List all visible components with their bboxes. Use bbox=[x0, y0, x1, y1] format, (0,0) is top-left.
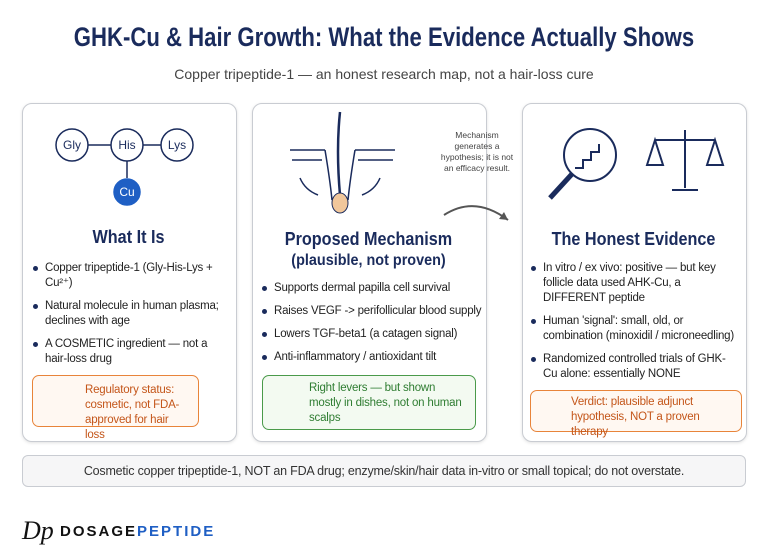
footer-note: Cosmetic copper tripeptide-1, NOT an FDA… bbox=[22, 455, 746, 487]
bullet-list: In vitro / ex vivo: positive — but key f… bbox=[531, 261, 737, 390]
bullet: Supports dermal papilla cell survival bbox=[262, 281, 482, 296]
bullet: Natural molecule in human plasma; declin… bbox=[33, 299, 229, 329]
brand-logo: Dp bbox=[22, 516, 54, 545]
bullet: Human 'signal': small, old, or combinati… bbox=[531, 314, 737, 344]
bullet-list: Supports dermal papilla cell survival Ra… bbox=[262, 281, 482, 373]
node-label: His bbox=[118, 138, 135, 152]
card-heading: What It Is bbox=[92, 227, 165, 247]
callout: Right levers — but shown mostly in dishe… bbox=[262, 375, 476, 430]
node-label: Cu bbox=[119, 185, 134, 199]
card-heading: Proposed Mechanism bbox=[284, 229, 453, 249]
subtitle: Copper tripeptide-1 — an honest research… bbox=[174, 66, 594, 82]
bullet: Raises VEGF -> perifollicular blood supp… bbox=[262, 304, 482, 319]
bullet: Lowers TGF-beta1 (a catagen signal) bbox=[262, 327, 482, 342]
bullet: In vitro / ex vivo: positive — but key f… bbox=[531, 261, 737, 306]
title: GHK-Cu & Hair Growth: What the Evidence … bbox=[73, 22, 695, 52]
bullet-list: Copper tripeptide-1 (Gly-His-Lys + Cu²⁺)… bbox=[33, 261, 229, 375]
brand-part: PEPTIDE bbox=[137, 523, 216, 540]
callout: Verdict: plausible adjunct hypothesis, N… bbox=[530, 390, 742, 438]
bullet: Randomized controlled trials of GHK-Cu a… bbox=[531, 352, 737, 382]
callout: Regulatory status: cosmetic, not FDA-app… bbox=[32, 375, 199, 441]
bullet: A COSMETIC ingredient — not a hair-loss … bbox=[33, 337, 229, 367]
node-label: Gly bbox=[63, 138, 81, 152]
brand-name: DOSAGEPEPTIDE bbox=[60, 523, 215, 540]
bullet: Copper tripeptide-1 (Gly-His-Lys + Cu²⁺) bbox=[33, 261, 229, 291]
card-subheading: (plausible, not proven) bbox=[291, 252, 446, 269]
card-heading: The Honest Evidence bbox=[551, 229, 716, 249]
node-label: Lys bbox=[168, 138, 186, 152]
annotation: Mechanism generates a hypothesis; it is … bbox=[440, 130, 514, 173]
bullet: Anti-inflammatory / antioxidant tilt bbox=[262, 350, 482, 365]
brand-part: DOSAGE bbox=[60, 523, 138, 540]
